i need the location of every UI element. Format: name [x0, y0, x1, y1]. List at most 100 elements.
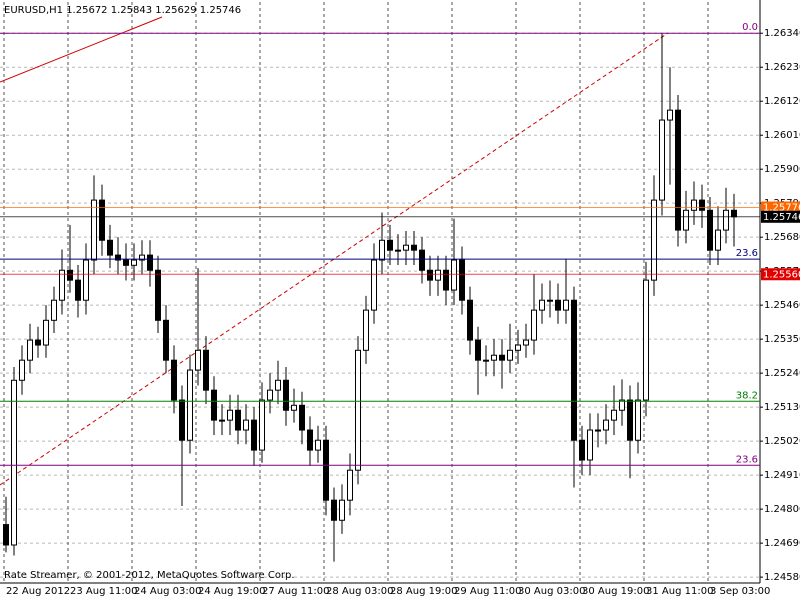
candle-body [619, 399, 625, 411]
x-tick-label: 27 Aug 11:00 [262, 586, 329, 597]
fibo-label: 38.2 [736, 390, 758, 401]
candle-body [723, 209, 729, 231]
x-tick-label: 24 Aug 03:00 [134, 586, 201, 597]
x-tick-label: 3 Sep 03:00 [710, 586, 770, 597]
trendline [0, 16, 163, 83]
candle-body [371, 259, 377, 311]
candle-body [451, 259, 457, 291]
footer: Rate Streamer, © 2001-2012, MetaQuotes S… [4, 570, 295, 581]
candle-body [43, 319, 49, 346]
x-tick-label: 24 Aug 19:00 [198, 586, 265, 597]
x-tick-label: 29 Aug 11:00 [454, 586, 521, 597]
y-tick-label: 1.25680 [764, 232, 800, 243]
y-tick-label: 1.25460 [764, 300, 800, 311]
candle-body [147, 254, 153, 271]
y-tick-label: 1.26120 [764, 96, 800, 107]
candle-body [59, 269, 65, 301]
candle-body [3, 524, 9, 546]
candle-body [667, 109, 673, 121]
candle-body [563, 299, 569, 311]
candle-body [195, 349, 201, 371]
candle-body [427, 269, 433, 281]
fibo-label: 23.6 [736, 454, 758, 465]
candle-body [467, 299, 473, 341]
candle-body [643, 279, 649, 401]
y-tick-label: 1.25900 [764, 164, 800, 175]
candle-body [139, 254, 145, 261]
y-tick-label: 1.26230 [764, 62, 800, 73]
candle-body [243, 419, 249, 431]
candle-body [627, 399, 633, 441]
candle-body [51, 299, 57, 321]
price-tag-label: 1.25560 [763, 269, 800, 280]
candle-body [651, 199, 657, 281]
candle-body [443, 269, 449, 291]
candle-body [419, 249, 425, 271]
candle-body [435, 269, 441, 281]
price-tag-label: 1.25776 [763, 203, 800, 214]
candle-body [475, 339, 481, 361]
price-tag-label: 1.25746 [763, 212, 800, 223]
candle-body [555, 299, 561, 311]
candle-body [251, 419, 257, 451]
candle-body [531, 309, 537, 341]
candle-body [571, 299, 577, 441]
candle-body [331, 499, 337, 521]
y-tick-label: 1.25240 [764, 368, 800, 379]
x-tick-label: 30 Aug 03:00 [518, 586, 585, 597]
candle-body [483, 359, 489, 362]
candle-body [715, 229, 721, 251]
x-tick-label: 30 Aug 19:00 [582, 586, 649, 597]
y-tick-label: 1.24800 [764, 504, 800, 515]
grid-layer [0, 2, 760, 583]
candle-body [75, 279, 81, 301]
chart-title: EURUSD,H1 1.25672 1.25843 1.25629 1.2574… [4, 5, 241, 16]
candle-body [235, 409, 241, 431]
candle-body [523, 339, 529, 346]
candle-body [131, 259, 137, 266]
candle-body [19, 359, 25, 381]
candle-body [539, 299, 545, 311]
candle-body [171, 359, 177, 401]
candle-body [587, 429, 593, 461]
candle-body [227, 409, 233, 421]
candle-body [307, 429, 313, 451]
candle-body [707, 209, 713, 251]
candle-body [595, 429, 601, 432]
candle-body [611, 409, 617, 421]
fibo-label: 0.0 [742, 22, 758, 33]
candle-body [283, 379, 289, 411]
price-tag [761, 210, 800, 223]
candle-body [659, 119, 665, 201]
y-tick-label: 1.24690 [764, 538, 800, 549]
x-tick-label: 28 Aug 19:00 [390, 586, 457, 597]
candle-body [691, 199, 697, 211]
candle-body [179, 399, 185, 441]
candle-body [27, 339, 33, 361]
candle-body [219, 419, 225, 422]
candle-body [211, 389, 217, 421]
y-tick-label: 1.26340 [764, 28, 800, 39]
y-tick-label: 1.25130 [764, 402, 800, 413]
candle-body [155, 269, 161, 321]
price-tag [761, 201, 800, 214]
y-tick-label: 1.24910 [764, 470, 800, 481]
candle-body [339, 499, 345, 521]
candle-body [163, 319, 169, 361]
candle-body [291, 404, 297, 411]
candle-body [323, 439, 329, 501]
candle-body [579, 439, 585, 461]
candle-body [363, 309, 369, 351]
x-tick-label: 22 Aug 2012 [6, 586, 70, 597]
candle-body [675, 109, 681, 231]
marks-layer [3, 33, 737, 562]
candle-body [187, 369, 193, 441]
fibo-trendline [0, 32, 669, 486]
y-tick-label: 1.25020 [764, 436, 800, 447]
candle-body [699, 199, 705, 211]
candle-body [91, 199, 97, 261]
candle-body [123, 259, 129, 266]
candle-body [267, 389, 273, 401]
candle-body [275, 379, 281, 391]
